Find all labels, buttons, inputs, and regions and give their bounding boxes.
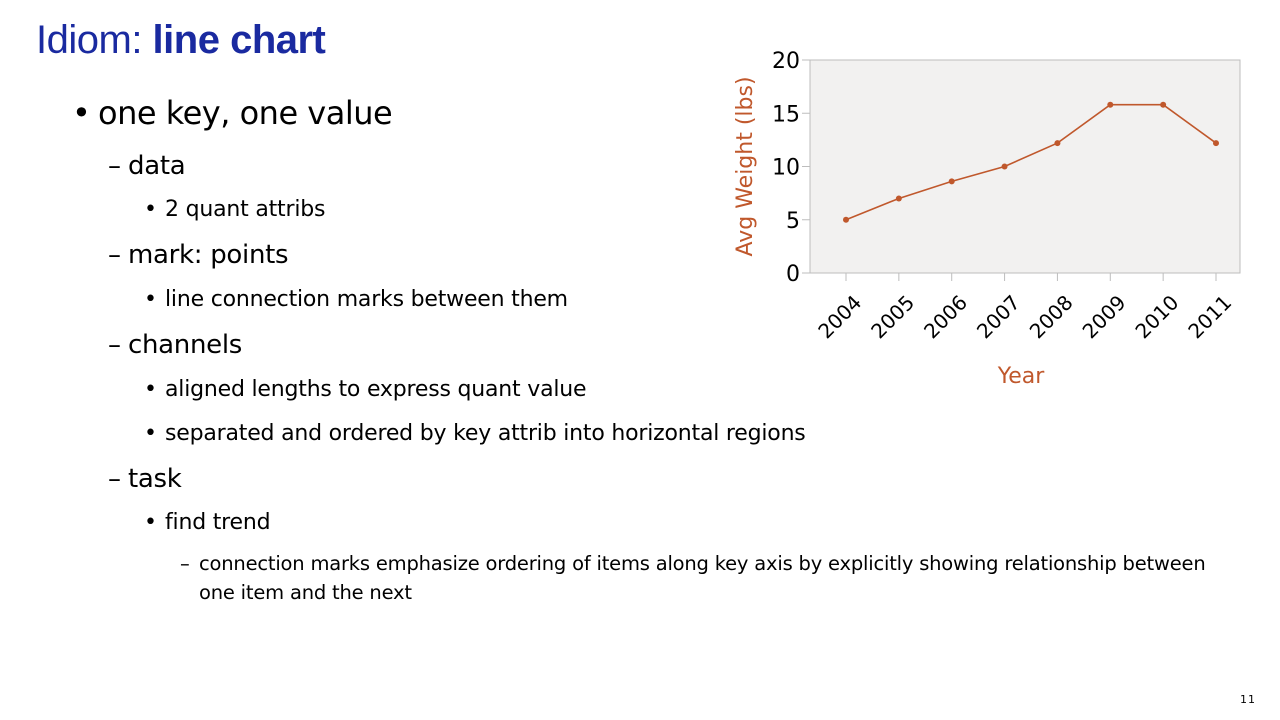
bullet-quant-attribs: • 2 quant attribs [144, 197, 325, 222]
x-tick-label: 2010 [1130, 290, 1183, 343]
data-point [948, 178, 955, 185]
bullet-text: separated and ordered by key attrib into… [165, 421, 806, 446]
line-chart: 0 5 10 15 20 2004 2005 2006 2007 2008 2009 2010 201… [733, 49, 1241, 389]
y-tick-label: 20 [772, 49, 800, 74]
x-axis-ticks: 2004 2005 2006 2007 2008 2009 2010 2011 [813, 273, 1236, 343]
data-point [1213, 140, 1219, 147]
bullet-marker: • [144, 377, 157, 402]
bullet-marker: • [144, 197, 157, 222]
x-tick-label: 2011 [1183, 290, 1236, 343]
data-point [895, 195, 902, 202]
page-number: 11 [1240, 693, 1256, 706]
bullet-task: – task [108, 464, 182, 494]
bullet-text: 2 quant attribs [165, 197, 326, 222]
data-point [843, 216, 849, 223]
bullet-find-trend: • find trend [144, 510, 271, 535]
bullet-marker: • [144, 287, 157, 312]
bullet-data: – data [108, 151, 186, 181]
bullet-text: find trend [165, 510, 271, 535]
bullet-text: channels [128, 330, 243, 360]
bullet-text: mark: points [128, 240, 289, 270]
bullet-aligned-lengths: • aligned lengths to express quant value [144, 377, 587, 402]
x-axis-label: Year [997, 364, 1046, 389]
bullet-separated-ordered: • separated and ordered by key attrib int… [144, 421, 806, 446]
plot-background [809, 59, 1241, 274]
slide-title: Idiom: line chart [36, 18, 326, 63]
bullet-marker: • [144, 510, 157, 535]
x-tick-label: 2005 [866, 290, 919, 343]
bullet-marker: – [108, 151, 121, 181]
bullet-text: task [128, 464, 182, 494]
bullet-text: data [128, 151, 186, 181]
bullet-marker: – [108, 330, 121, 360]
data-point [1107, 101, 1114, 108]
bullet-text: aligned lengths to express quant value [165, 377, 587, 402]
bullet-marker: – [180, 552, 190, 575]
x-tick-label: 2008 [1025, 290, 1078, 343]
bullet-mark: – mark: points [108, 240, 289, 270]
y-tick-label: 10 [772, 156, 800, 181]
bullet-marker: – [108, 240, 121, 270]
data-points [843, 101, 1219, 223]
x-tick-label: 2006 [919, 290, 972, 343]
data-point [1001, 163, 1008, 170]
bullet-channels: – channels [108, 330, 242, 360]
slide-title-bold: line chart [152, 18, 326, 62]
slide-title-prefix: Idiom: [36, 18, 153, 62]
bullet-one-key-one-value: • one key, one value [72, 94, 393, 132]
y-axis-ticks: 0 5 10 15 20 [772, 49, 810, 287]
y-axis-label: Avg Weight (lbs) [733, 76, 758, 256]
bullet-connection-marks: – connection marks emphasize ordering of … [180, 549, 1239, 607]
y-tick-label: 15 [772, 102, 800, 127]
x-tick-label: 2004 [813, 290, 866, 343]
y-tick-label: 5 [786, 209, 800, 234]
bullet-text: connection marks emphasize ordering of i… [199, 552, 1206, 604]
bullet-marker: • [144, 421, 157, 446]
data-point [1160, 101, 1167, 108]
x-tick-label: 2009 [1078, 290, 1131, 343]
bullet-line-connection: • line connection marks between them [144, 287, 568, 312]
x-tick-label: 2007 [972, 290, 1025, 343]
series-line [845, 103, 1217, 221]
bullet-marker: – [108, 464, 121, 494]
y-tick-label: 0 [786, 262, 800, 287]
bullet-text: one key, one value [98, 94, 393, 132]
bullet-text: line connection marks between them [165, 287, 568, 312]
data-point [1054, 140, 1061, 147]
bullet-marker: • [72, 94, 91, 132]
